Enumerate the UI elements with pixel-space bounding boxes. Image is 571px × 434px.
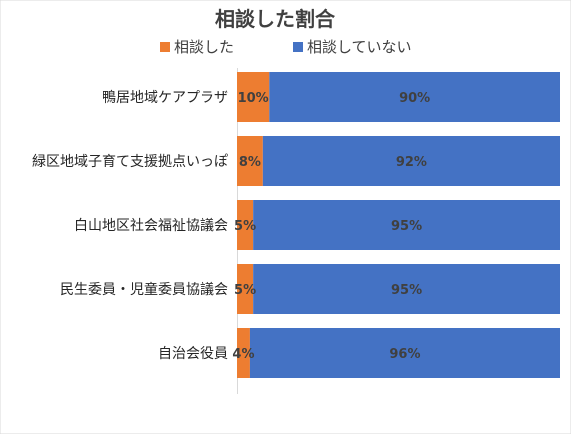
- bar-consulted: [237, 72, 270, 122]
- bar-group: [237, 72, 561, 378]
- data-label-consulted: 4%: [232, 347, 254, 362]
- data-label-not-consulted: 90%: [399, 91, 430, 106]
- legend-swatch-consulted: [160, 42, 170, 52]
- value-labels: 10% 90% 8% 92% 5% 95% 5% 95% 4% 96%: [232, 91, 430, 362]
- data-label-not-consulted: 95%: [391, 283, 422, 298]
- data-label-consulted: 5%: [234, 219, 256, 234]
- category-label: 白山地区社会福祉協議会: [74, 217, 228, 234]
- legend-label-not-consulted: 相談していない: [307, 38, 412, 56]
- bar-consulted: [237, 136, 263, 186]
- bar-not-consulted: [253, 264, 560, 314]
- legend-swatch-not-consulted: [293, 42, 303, 52]
- category-labels: 鴨居地域ケアプラザ緑区地域子育て支援拠点いっぽ白山地区社会福祉協議会民生委員・児…: [32, 90, 228, 362]
- chart-title: 相談した割合: [215, 7, 336, 31]
- data-label-consulted: 5%: [234, 283, 256, 298]
- bar-consulted: [237, 200, 254, 250]
- bar-not-consulted: [262, 136, 560, 186]
- bar-not-consulted: [253, 200, 560, 250]
- legend-label-consulted: 相談した: [174, 38, 234, 56]
- data-label-not-consulted: 92%: [396, 155, 427, 170]
- data-label-not-consulted: 95%: [391, 219, 422, 234]
- category-label: 民生委員・児童委員協議会: [60, 281, 228, 298]
- legend: 相談した 相談していない: [160, 38, 412, 56]
- category-label: 鴨居地域ケアプラザ: [102, 90, 228, 106]
- category-label: 緑区地域子育て支援拠点いっぽ: [32, 154, 228, 170]
- bar-not-consulted: [269, 72, 560, 122]
- bar-not-consulted: [249, 328, 561, 378]
- data-label-not-consulted: 96%: [389, 347, 420, 362]
- data-label-consulted: 10%: [238, 91, 269, 106]
- category-label: 自治会役員: [158, 346, 228, 362]
- bar-consulted: [237, 264, 254, 314]
- data-label-consulted: 8%: [239, 155, 261, 170]
- bar-consulted: [237, 328, 250, 378]
